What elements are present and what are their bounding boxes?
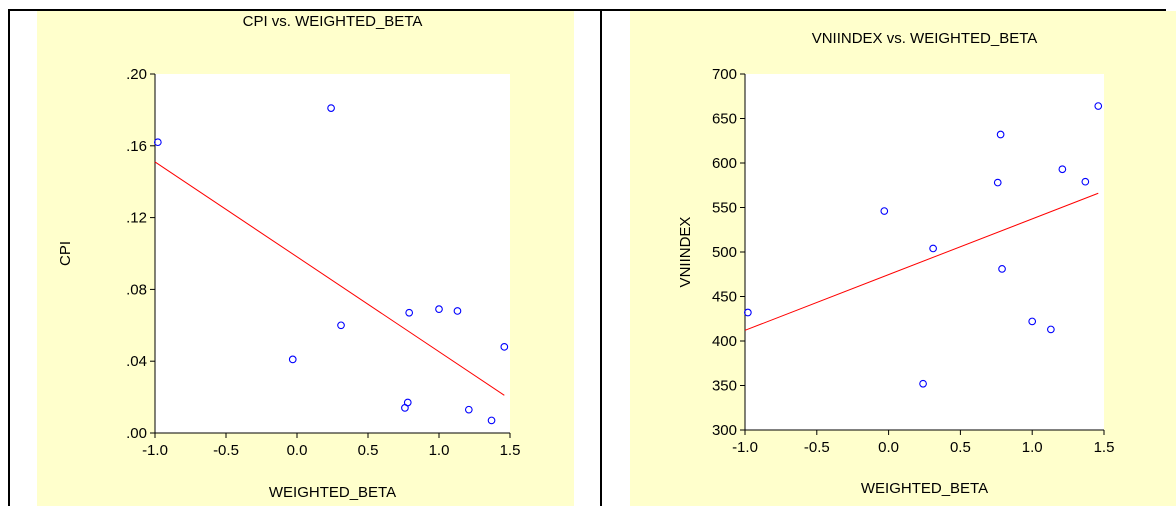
- cpi-chart-title: CPI vs. WEIGHTED_BETA: [243, 13, 423, 30]
- cpi-x-tick-label: 1.5: [500, 442, 521, 459]
- panel-divider: [600, 9, 602, 506]
- cpi-data-point: [453, 307, 462, 315]
- cpi-fit-line: [154, 161, 505, 396]
- vniindex-data-point: [880, 207, 889, 215]
- cpi-data-point: [288, 355, 297, 364]
- cpi-x-tick-label: 0.0: [287, 442, 308, 459]
- vniindex-y-tick-label: 400: [712, 333, 737, 350]
- vniindex-y-tick-label: 600: [712, 155, 737, 172]
- vniindex-x-tick-label: 0.0: [878, 439, 899, 456]
- vniindex-x-tick-label: -1.0: [732, 439, 758, 456]
- cpi-x-tick-label: 1.0: [429, 442, 450, 459]
- vniindex-data-point: [993, 178, 1002, 187]
- cpi-y-tick-label: .12: [126, 210, 147, 227]
- cpi-y-tick-label: .04: [126, 353, 147, 370]
- cpi-data-point: [500, 342, 509, 351]
- cpi-y-tick-label: .00: [126, 425, 147, 442]
- vniindex-x-tick-label: 1.5: [1094, 439, 1115, 456]
- cpi-points: [153, 104, 509, 425]
- vniindex-plot-area: [745, 74, 1104, 430]
- vniindex-x-tick-label: 0.5: [950, 439, 971, 456]
- cpi-data-point: [435, 305, 443, 313]
- cpi-ticks: .00 .04 .08 .12 .16 .20 -1.0 -0.5 0.0 0.5 1.0 1.5: [126, 66, 520, 459]
- cpi-data-point: [153, 138, 162, 147]
- cpi-data-point: [327, 104, 335, 112]
- cpi-data-point: [464, 405, 473, 414]
- cpi-y-tick-label: .16: [126, 138, 147, 155]
- vniindex-y-tick-label: 300: [712, 422, 737, 439]
- vniindex-data-point: [919, 379, 927, 388]
- vniindex-data-point: [996, 130, 1005, 139]
- vniindex-y-tick-label: 550: [712, 200, 737, 217]
- cpi-x-tick-label: -1.0: [142, 442, 168, 459]
- vniindex-ticks: 300 350 400 450 500 550 600 650 700 -1.0 -0.5 0.0 0.…: [712, 66, 1114, 456]
- cpi-data-point: [337, 321, 345, 330]
- vniindex-chart-title: VNIINDEX vs. WEIGHTED_BETA: [812, 30, 1038, 47]
- vniindex-fit-line: [744, 192, 1099, 331]
- vniindex-x-tick-label: 1.0: [1022, 439, 1043, 456]
- cpi-chart: CPI vs. WEIGHTED_BETA WEIGHTED_BETA CPI …: [37, 11, 574, 506]
- vniindex-y-tick-label: 500: [712, 244, 737, 261]
- vniindex-data-point: [1047, 325, 1055, 334]
- vniindex-chart-xlabel: WEIGHTED_BETA: [861, 480, 988, 497]
- cpi-chart-xlabel: WEIGHTED_BETA: [269, 484, 396, 501]
- cpi-plot-area: [155, 74, 510, 433]
- cpi-data-point: [403, 398, 412, 407]
- vniindex-data-point: [1028, 317, 1037, 326]
- vniindex-y-tick-label: 700: [712, 66, 737, 83]
- vniindex-y-tick-label: 650: [712, 111, 737, 128]
- vniindex-y-tick-label: 350: [712, 378, 737, 395]
- cpi-data-point: [487, 416, 496, 425]
- vniindex-points: [744, 102, 1103, 388]
- vniindex-data-point: [1094, 102, 1103, 110]
- vniindex-chart: VNIINDEX vs. WEIGHTED_BETA WEIGHTED_BETA…: [630, 11, 1176, 506]
- cpi-chart-ylabel: CPI: [57, 241, 74, 266]
- vniindex-data-point: [929, 244, 937, 253]
- cpi-data-point: [405, 308, 414, 317]
- vniindex-data-point: [1058, 165, 1067, 174]
- cpi-x-tick-label: -0.5: [213, 442, 239, 459]
- vniindex-data-point: [998, 265, 1006, 273]
- cpi-x-tick-label: 0.5: [358, 442, 379, 459]
- cpi-y-tick-label: .08: [126, 281, 147, 298]
- vniindex-chart-ylabel: VNIINDEX: [677, 217, 694, 288]
- vniindex-data-point: [744, 308, 752, 317]
- vniindex-x-tick-label: -0.5: [804, 439, 830, 456]
- cpi-y-tick-label: .20: [126, 66, 147, 83]
- vniindex-y-tick-label: 450: [712, 289, 737, 306]
- vniindex-data-point: [1081, 177, 1090, 186]
